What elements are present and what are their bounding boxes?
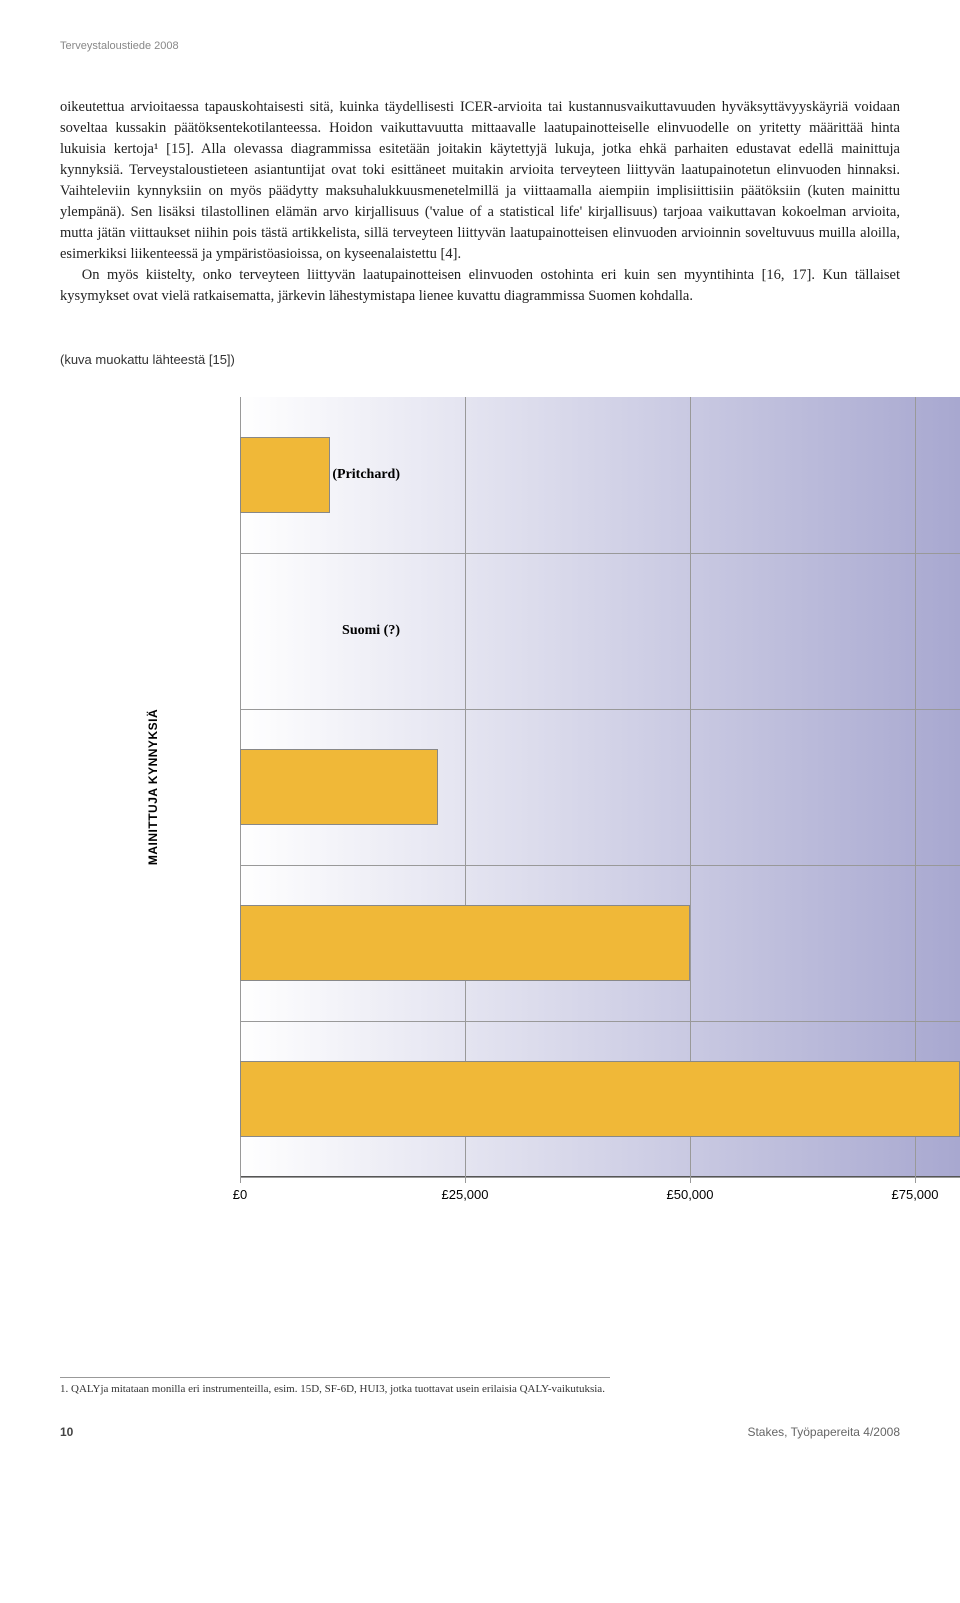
- footnote: 1. QALYja mitataan monilla eri instrumen…: [60, 1377, 610, 1395]
- bar-row: Yhdysvallat (Cutler): [240, 865, 960, 1021]
- bar: [240, 437, 330, 513]
- footer-right-text: Stakes, Työpapereita 4/2008: [747, 1425, 900, 1439]
- bar-row: Uusi Zeelanti (Pritchard): [240, 397, 960, 553]
- x-axis-tick-label: £0: [233, 1187, 247, 1202]
- bar-row: Suomi (?): [240, 553, 960, 709]
- figure-caption: (kuva muokattu lähteestä [15]): [60, 352, 900, 367]
- page-number: 10: [60, 1425, 73, 1439]
- bar-row: Australia (Cromwell): [240, 709, 960, 865]
- bar-label: Suomi (?): [100, 623, 400, 639]
- paragraph-1: oikeutettua arvioitaessa tapauskohtaises…: [60, 97, 900, 265]
- page-footer: 10 Stakes, Työpapereita 4/2008: [60, 1425, 900, 1439]
- bar-chart: MAINITTUJA KYNNYKSIÄ £0£25,000£50,000£75…: [80, 397, 900, 1177]
- bar: [240, 749, 438, 825]
- header-label: Terveystaloustiede 2008: [60, 40, 900, 52]
- x-axis-tick-label: £25,000: [442, 1187, 489, 1202]
- bar-row: Englanti (NICE): [240, 1021, 960, 1177]
- chart-plot-area: MAINITTUJA KYNNYKSIÄ £0£25,000£50,000£75…: [240, 397, 960, 1177]
- gridline-horizontal: [240, 1177, 960, 1178]
- body-text: oikeutettua arvioitaessa tapauskohtaises…: [60, 97, 900, 307]
- bar: [240, 1061, 960, 1137]
- x-axis-tick-label: £50,000: [667, 1187, 714, 1202]
- paragraph-2: On myös kiistelty, onko terveyteen liitt…: [60, 265, 900, 307]
- x-axis-tick-label: £75,000: [892, 1187, 939, 1202]
- bar: [240, 905, 690, 981]
